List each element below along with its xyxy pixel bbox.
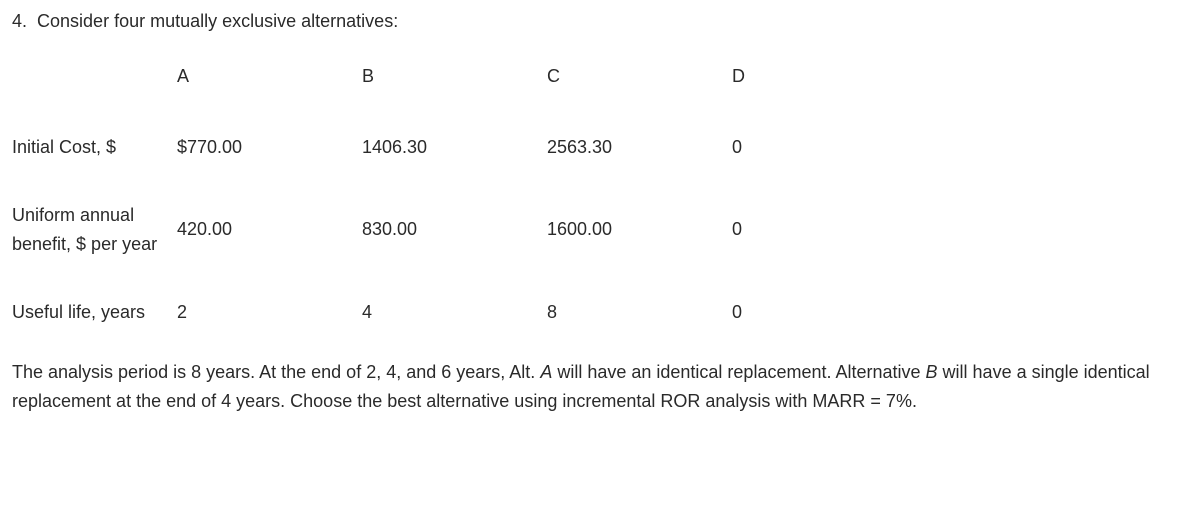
annual-benefit-row: Uniform annual benefit, $ per year 420.0…: [12, 201, 1188, 259]
annual-benefit-b: 830.00: [362, 216, 547, 243]
analysis-paragraph: The analysis period is 8 years. At the e…: [12, 358, 1188, 417]
alt-a-italic: A: [540, 362, 552, 382]
initial-cost-b: 1406.30: [362, 134, 547, 161]
alt-b-italic: B: [926, 362, 938, 382]
question-text: Consider four mutually exclusive alterna…: [37, 11, 398, 31]
useful-life-row: Useful life, years 2 4 8 0: [12, 299, 1188, 326]
useful-life-b: 4: [362, 299, 547, 326]
useful-life-label: Useful life, years: [12, 299, 177, 326]
initial-cost-a: $770.00: [177, 134, 362, 161]
initial-cost-row: Initial Cost, $ $770.00 1406.30 2563.30 …: [12, 134, 1188, 161]
annual-benefit-c: 1600.00: [547, 216, 732, 243]
header-col-b: B: [362, 63, 547, 90]
header-col-d: D: [732, 63, 812, 90]
initial-cost-label: Initial Cost, $: [12, 134, 177, 161]
question-prompt: 4. Consider four mutually exclusive alte…: [12, 8, 1188, 35]
analysis-part2: will have an identical replacement. Alte…: [552, 362, 925, 382]
useful-life-d: 0: [732, 299, 812, 326]
initial-cost-d: 0: [732, 134, 812, 161]
annual-benefit-a: 420.00: [177, 216, 362, 243]
analysis-part1: The analysis period is 8 years. At the e…: [12, 362, 540, 382]
useful-life-a: 2: [177, 299, 362, 326]
initial-cost-c: 2563.30: [547, 134, 732, 161]
question-number: 4.: [12, 11, 27, 31]
header-col-c: C: [547, 63, 732, 90]
header-col-a: A: [177, 63, 362, 90]
annual-benefit-label: Uniform annual benefit, $ per year: [12, 201, 177, 259]
alternatives-table: A B C D Initial Cost, $ $770.00 1406.30 …: [12, 63, 1188, 326]
table-header-row: A B C D: [12, 63, 1188, 90]
annual-benefit-d: 0: [732, 216, 812, 243]
useful-life-c: 8: [547, 299, 732, 326]
